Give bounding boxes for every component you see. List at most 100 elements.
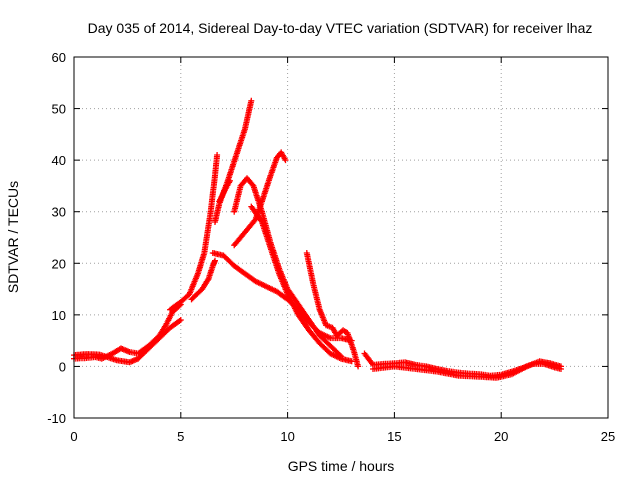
data-point <box>218 200 221 203</box>
data-point <box>269 247 272 249</box>
x-tick-label: 5 <box>177 429 184 444</box>
data-point <box>233 265 235 267</box>
data-point <box>372 368 374 370</box>
data-point <box>252 185 255 187</box>
data-point <box>180 301 182 303</box>
data-point <box>318 342 321 345</box>
data-point <box>335 334 338 337</box>
data-point <box>98 353 101 356</box>
data-point <box>414 364 417 366</box>
data-point <box>212 252 214 254</box>
series-pass-e <box>216 177 233 205</box>
data-point <box>254 280 257 283</box>
data-point <box>276 290 278 293</box>
x-axis-label: GPS time / hours <box>288 458 395 474</box>
series-pass-b <box>167 152 221 313</box>
data-point <box>269 174 272 177</box>
data-point <box>115 359 118 362</box>
data-point <box>382 363 385 365</box>
data-point <box>436 370 438 373</box>
data-point <box>414 368 417 370</box>
data-point <box>147 347 150 350</box>
y-tick-label: 40 <box>52 153 66 168</box>
data-point <box>128 351 131 353</box>
data-point <box>235 154 238 156</box>
data-point <box>111 352 114 355</box>
data-point <box>265 285 268 288</box>
data-point <box>286 293 289 296</box>
x-tick-label: 20 <box>494 429 508 444</box>
data-point <box>340 337 342 339</box>
data-point <box>197 272 199 275</box>
data-point <box>329 337 332 339</box>
data-point <box>250 100 253 102</box>
data-point <box>560 365 562 368</box>
data-point <box>329 352 332 355</box>
data-point <box>549 362 552 365</box>
data-point <box>203 252 206 254</box>
data-point <box>214 259 216 262</box>
data-point <box>212 265 214 267</box>
data-point <box>318 332 321 334</box>
data-point <box>244 128 246 130</box>
data-point <box>137 352 139 355</box>
data-point <box>325 324 327 326</box>
x-tick-label: 15 <box>387 429 401 444</box>
data-point <box>216 154 218 156</box>
data-point <box>254 218 257 221</box>
data-point <box>188 293 191 296</box>
data-point <box>261 221 263 223</box>
data-markers <box>167 152 221 313</box>
plot-frame <box>73 56 609 419</box>
data-point <box>250 205 253 208</box>
data-markers <box>231 175 344 360</box>
data-point <box>425 365 428 368</box>
y-tick-label: 60 <box>52 50 66 65</box>
data-point <box>169 326 171 329</box>
data-point <box>128 361 131 364</box>
y-tick-label: 20 <box>52 256 66 271</box>
data-point <box>158 337 161 339</box>
data-point <box>233 210 235 213</box>
data-point <box>165 324 167 326</box>
axis-ticks: 0 5 10 15 20 25 -10 0 10 20 30 40 50 60 <box>47 50 615 444</box>
data-point <box>222 254 225 257</box>
data-point <box>342 329 344 332</box>
data-markers <box>303 250 362 370</box>
data-point <box>393 365 396 368</box>
data-point <box>404 361 406 364</box>
data-point <box>246 177 248 179</box>
data-point <box>214 221 216 223</box>
data-point <box>169 308 171 311</box>
data-point <box>224 187 227 190</box>
y-tick-label: 0 <box>59 359 66 374</box>
data-point <box>278 272 280 275</box>
data-point <box>284 159 287 161</box>
data-point <box>180 319 182 321</box>
data-point <box>479 375 481 378</box>
x-tick-label: 0 <box>70 429 77 444</box>
data-point <box>120 347 122 350</box>
data-point <box>214 174 216 177</box>
data-point <box>312 283 315 285</box>
data-point <box>318 308 321 311</box>
data-point <box>297 314 300 316</box>
data-point <box>526 365 528 368</box>
data-point <box>280 151 282 154</box>
data-point <box>229 179 231 182</box>
data-point <box>201 288 203 290</box>
data-point <box>261 210 263 213</box>
data-point <box>363 352 366 355</box>
data-point <box>353 350 355 352</box>
data-point <box>207 277 210 280</box>
data-point <box>171 311 174 314</box>
series-pass-j <box>303 250 362 370</box>
series-pass-c <box>188 257 218 303</box>
data-point <box>329 345 332 347</box>
data-point <box>276 156 278 159</box>
series-pass-g <box>231 175 344 360</box>
data-point <box>457 374 460 377</box>
data-point <box>331 326 334 329</box>
data-point <box>190 298 193 301</box>
